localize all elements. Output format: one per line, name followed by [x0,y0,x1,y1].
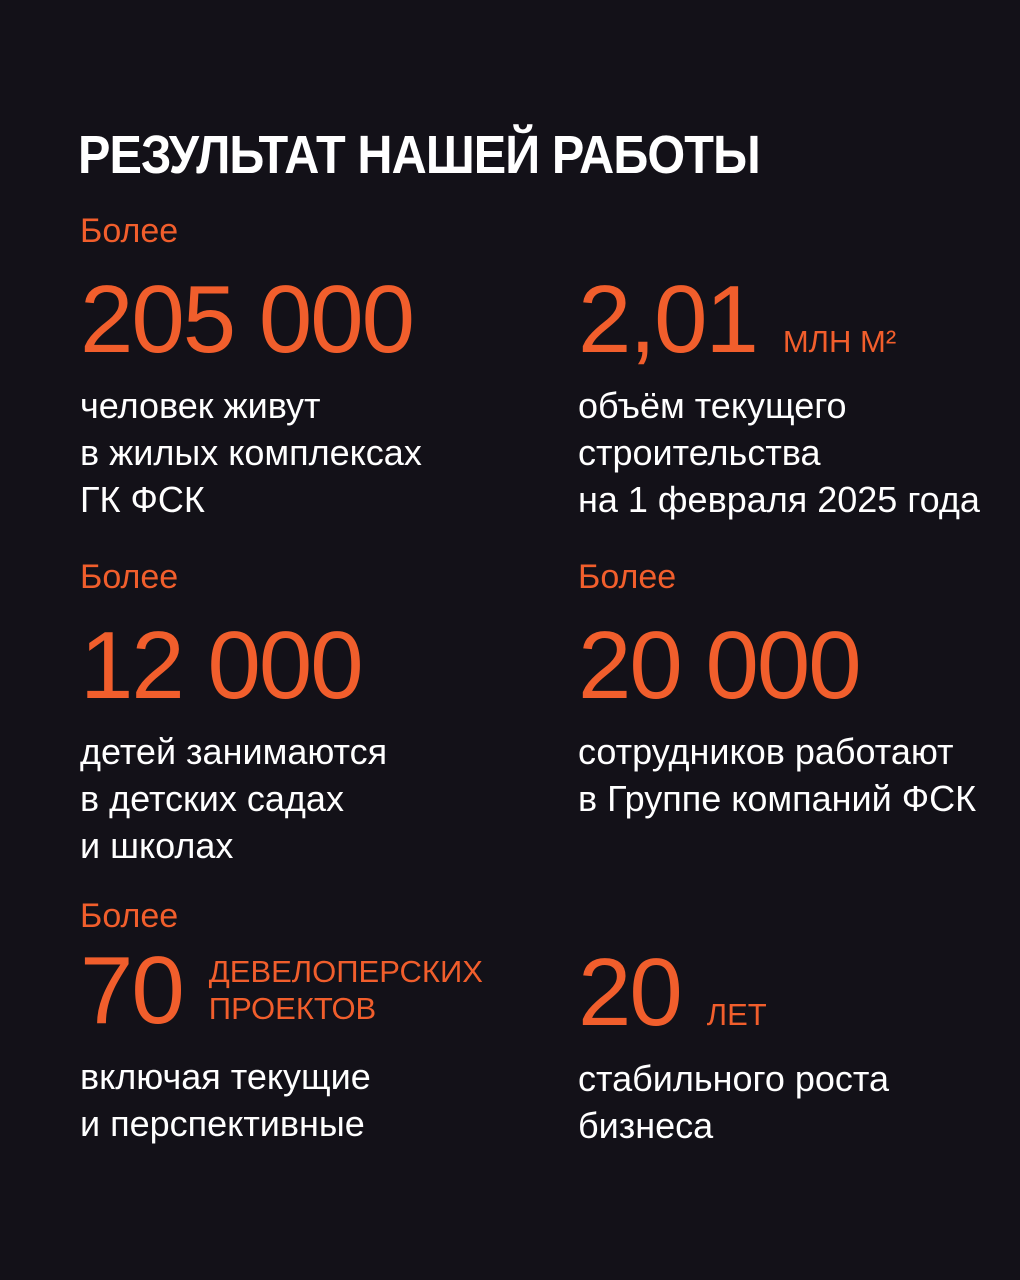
stat-projects-label: Более [80,897,179,935]
stat-construction-value: 2,01 [578,266,759,373]
stat-years-unit: ЛЕТ [706,997,767,1032]
stat-projects-value-row: 70 ДЕВЕЛОПЕРСКИХ ПРОЕКТОВ [80,943,550,1039]
stat-children-value: 12 000 [80,612,364,719]
stat-residents-value-row: 205 000 [80,272,550,368]
stat-years-value-row: 20 ЛЕТ [578,945,1020,1041]
stat-years: 20 ЛЕТ стабильного роста бизнеса [578,945,1020,1149]
stat-employees-value-row: 20 000 [578,618,1020,714]
stat-projects-description: включая текущие и перспективные [80,1056,371,1144]
stat-years-value: 20 [578,939,683,1046]
stat-residents-value: 205 000 [80,266,415,373]
stat-employees-value: 20 000 [578,612,862,719]
stat-children-label: Более [80,558,179,596]
stat-projects-unit: ДЕВЕЛОПЕРСКИХ ПРОЕКТОВ [208,954,483,1026]
stat-projects: Более 70 ДЕВЕЛОПЕРСКИХ ПРОЕКТОВ включая … [80,895,550,1147]
stat-children-value-row: 12 000 [80,618,550,714]
stat-employees-description: сотрудников работают в Группе компаний Ф… [578,731,977,819]
stat-residents-label: Более [80,212,179,250]
stat-residents-description: человек живут в жилых комплексах ГК ФСК [80,385,422,520]
stat-children-description: детей занимаются в детских садах и школа… [80,731,388,866]
stat-children: Более 12 000 детей занимаются в детских … [80,556,550,869]
stat-residents: Более 205 000 человек живут в жилых комп… [80,210,550,523]
stat-construction-description: объём текущего строительства на 1 феврал… [578,385,980,520]
page-title: РЕЗУЛЬТАТ НАШЕЙ РАБОТЫ [78,125,761,186]
stat-employees-label: Более [578,558,677,596]
stat-construction-value-row: 2,01 МЛН М² [578,272,1020,368]
stat-construction-unit: МЛН М² [782,324,897,359]
stat-construction: 2,01 МЛН М² объём текущего строительства… [578,272,1020,523]
stat-employees: Более 20 000 сотрудников работают в Груп… [578,556,1020,822]
stat-projects-value: 70 [80,937,185,1044]
stat-years-description: стабильного роста бизнеса [578,1058,890,1146]
